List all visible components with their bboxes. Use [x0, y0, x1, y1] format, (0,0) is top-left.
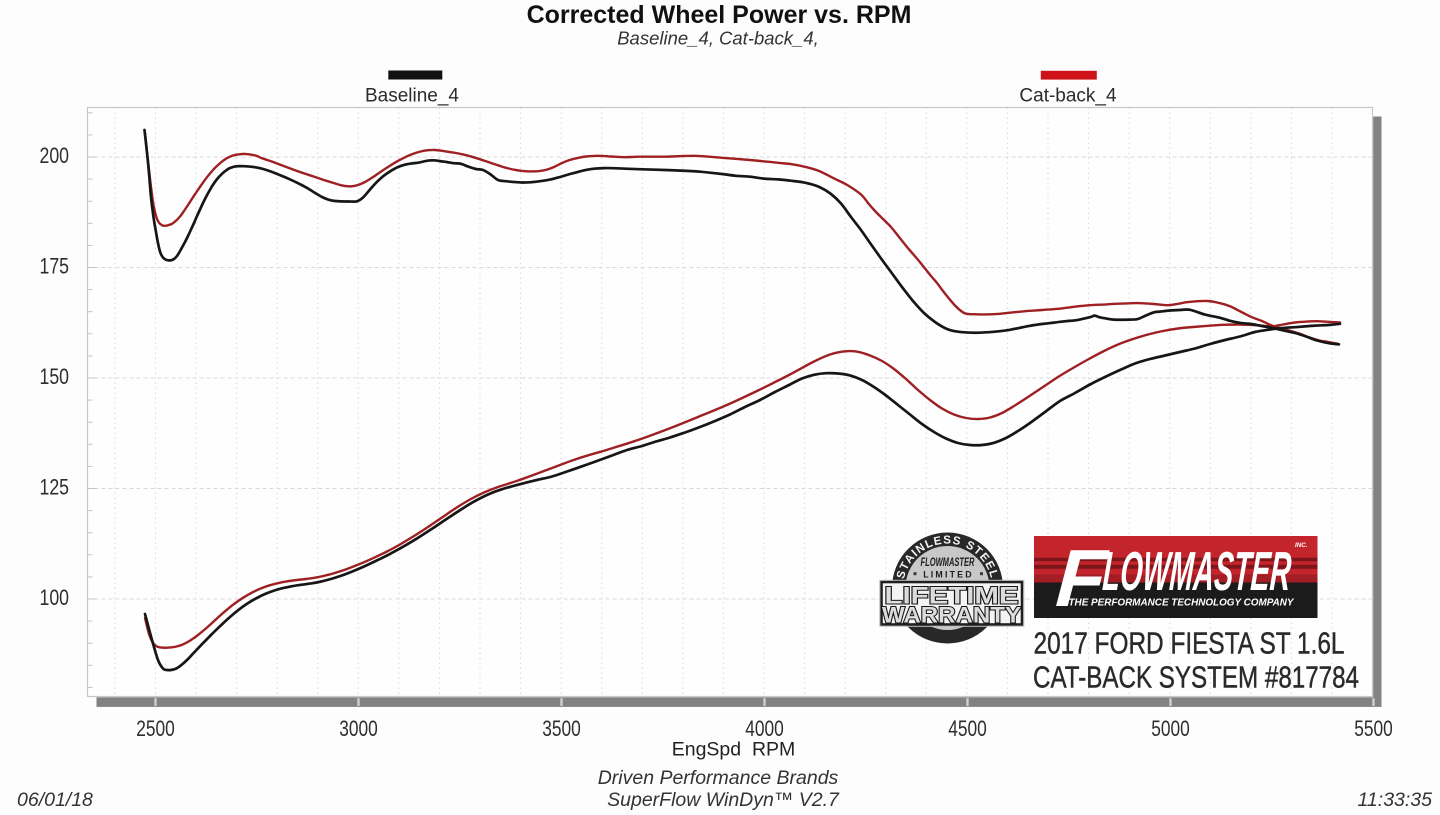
svg-text:INC.: INC.	[1295, 542, 1308, 549]
svg-text:3000: 3000	[339, 716, 378, 741]
svg-text:WARRANTY: WARRANTY	[882, 603, 1021, 628]
svg-text:5000: 5000	[1151, 716, 1190, 741]
svg-text:Baseline_4: Baseline_4	[365, 86, 459, 107]
svg-text:SuperFlow WinDyn™ V2.7: SuperFlow WinDyn™ V2.7	[607, 789, 840, 810]
svg-text:Driven Performance Brands: Driven Performance Brands	[598, 767, 839, 789]
svg-text:2017 FORD FIESTA ST 1.6L: 2017 FORD FIESTA ST 1.6L	[1034, 626, 1345, 661]
svg-text:Corrected Wheel Power vs. RPM: Corrected Wheel Power vs. RPM	[527, 1, 912, 29]
svg-text:FLOWMASTER: FLOWMASTER	[921, 555, 975, 569]
svg-text:100: 100	[40, 585, 70, 610]
svg-text:3500: 3500	[542, 716, 581, 741]
svg-text:4000: 4000	[745, 716, 784, 741]
svg-text:Cat-back_4: Cat-back_4	[1019, 86, 1117, 107]
svg-text:LOWMASTER: LOWMASTER	[1101, 540, 1293, 602]
svg-text:175: 175	[40, 254, 70, 279]
svg-text:4500: 4500	[948, 716, 987, 741]
svg-text:CAT-BACK SYSTEM #817784: CAT-BACK SYSTEM #817784	[1033, 660, 1359, 695]
svg-text:5500: 5500	[1354, 716, 1393, 741]
svg-text:LIMITED: LIMITED	[923, 570, 974, 580]
svg-text:EngSpd RPM: EngSpd RPM	[672, 739, 796, 761]
svg-text:200: 200	[40, 143, 70, 168]
svg-text:F: F	[1053, 534, 1111, 624]
svg-text:150: 150	[40, 364, 70, 389]
svg-text:06/01/18: 06/01/18	[17, 789, 93, 810]
svg-text:11:33:35: 11:33:35	[1358, 789, 1433, 810]
svg-text:Baseline_4, Cat-back_4,: Baseline_4, Cat-back_4,	[617, 28, 819, 49]
svg-text:2500: 2500	[136, 716, 175, 741]
svg-text:125: 125	[40, 475, 70, 500]
svg-text:LIFETIME: LIFETIME	[885, 583, 1019, 610]
svg-text:THE PERFORMANCE TECHNOLOGY COM: THE PERFORMANCE TECHNOLOGY COMPANY	[1069, 598, 1295, 609]
